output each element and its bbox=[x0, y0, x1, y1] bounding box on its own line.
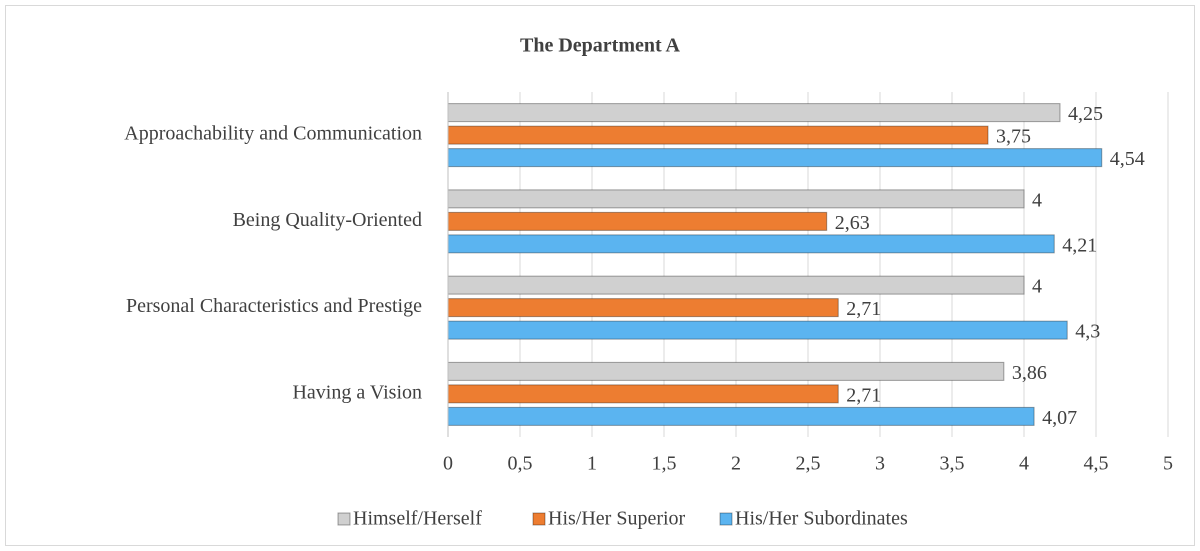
bar bbox=[447, 234, 1055, 254]
y-tick-label: Being Quality-Oriented bbox=[233, 209, 422, 231]
bar bbox=[447, 384, 839, 404]
bar bbox=[447, 320, 1068, 340]
data-label: 3,75 bbox=[996, 126, 1031, 148]
x-tick-label: 1 bbox=[587, 453, 597, 475]
bar bbox=[447, 406, 1035, 426]
legend-label: Himself/Herself bbox=[353, 508, 482, 530]
x-tick-label: 0,5 bbox=[508, 453, 533, 475]
bar bbox=[447, 148, 1103, 168]
legend-swatch bbox=[337, 512, 351, 526]
data-label: 4,21 bbox=[1062, 234, 1097, 256]
bar bbox=[447, 125, 989, 145]
data-label: 4 bbox=[1032, 276, 1042, 298]
x-tick-label: 4,5 bbox=[1084, 453, 1109, 475]
x-tick-label: 5 bbox=[1163, 453, 1173, 475]
x-tick-label: 0 bbox=[443, 453, 453, 475]
bar bbox=[447, 275, 1025, 295]
chart-border bbox=[5, 5, 1195, 546]
x-tick-label: 4 bbox=[1019, 453, 1029, 475]
data-label: 2,71 bbox=[846, 384, 881, 406]
data-label: 2,63 bbox=[835, 212, 870, 234]
x-tick-label: 3,5 bbox=[940, 453, 965, 475]
x-tick-label: 2 bbox=[731, 453, 741, 475]
y-tick-label: Personal Characteristics and Prestige bbox=[126, 295, 422, 317]
bar bbox=[447, 189, 1025, 209]
data-label: 4,3 bbox=[1075, 321, 1100, 343]
data-label: 2,71 bbox=[846, 298, 881, 320]
legend-swatch bbox=[719, 512, 733, 526]
data-label: 4 bbox=[1032, 189, 1042, 211]
bar bbox=[447, 103, 1061, 123]
data-label: 4,25 bbox=[1068, 103, 1103, 125]
bar bbox=[447, 298, 839, 318]
x-tick-label: 2,5 bbox=[796, 453, 821, 475]
y-tick-label: Having a Vision bbox=[292, 381, 422, 403]
data-label: 3,86 bbox=[1012, 362, 1047, 384]
bar bbox=[447, 361, 1005, 381]
y-tick-label: Approachability and Communication bbox=[124, 123, 422, 145]
bar bbox=[447, 211, 828, 231]
data-label: 4,07 bbox=[1042, 407, 1077, 429]
chart-title: The Department A bbox=[520, 35, 681, 57]
x-tick-label: 1,5 bbox=[652, 453, 677, 475]
legend-swatch bbox=[532, 512, 546, 526]
legend-label: His/Her Superior bbox=[548, 508, 686, 530]
legend-label: His/Her Subordinates bbox=[735, 508, 908, 530]
data-label: 4,54 bbox=[1110, 148, 1145, 170]
x-tick-label: 3 bbox=[875, 453, 885, 475]
